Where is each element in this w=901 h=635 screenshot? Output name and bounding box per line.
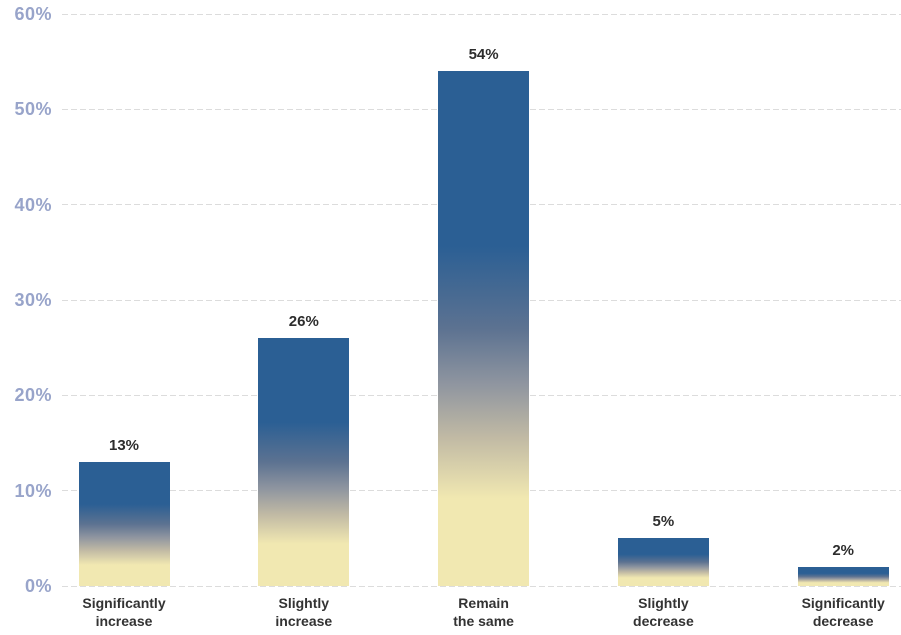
category-label-significantly-decrease: Significantly decrease bbox=[801, 595, 885, 629]
bar-slightly-increase bbox=[258, 338, 350, 586]
y-tick-label: 60% bbox=[14, 4, 52, 24]
bar-value-label: 54% bbox=[468, 46, 499, 64]
gridline bbox=[62, 585, 901, 587]
category-label-slightly-decrease: Slightly decrease bbox=[633, 595, 694, 629]
bar-significantly-increase bbox=[78, 462, 170, 586]
y-tick-label: 0% bbox=[24, 576, 52, 596]
category-label-significantly-increase: Significantly increase bbox=[82, 595, 166, 629]
bar-value-label: 5% bbox=[652, 513, 675, 531]
category-label-remain-the-same: Remain the same bbox=[453, 595, 514, 629]
y-tick-label: 20% bbox=[14, 385, 52, 406]
bar-significantly-decrease bbox=[797, 566, 889, 586]
y-tick-label: 30% bbox=[14, 290, 52, 310]
category-label-slightly-increase: Slightly increase bbox=[275, 595, 333, 629]
bar-value-label: 2% bbox=[832, 541, 855, 559]
bar-remain-the-same bbox=[438, 71, 530, 586]
bar-value-label: 13% bbox=[108, 437, 140, 455]
bar-value-label: 26% bbox=[288, 313, 319, 331]
y-tick-label: 10% bbox=[14, 480, 52, 501]
gridline bbox=[62, 13, 901, 15]
y-tick-label: 40% bbox=[14, 194, 52, 215]
y-tick-label: 50% bbox=[14, 99, 52, 120]
bar-slightly-decrease bbox=[617, 538, 709, 586]
